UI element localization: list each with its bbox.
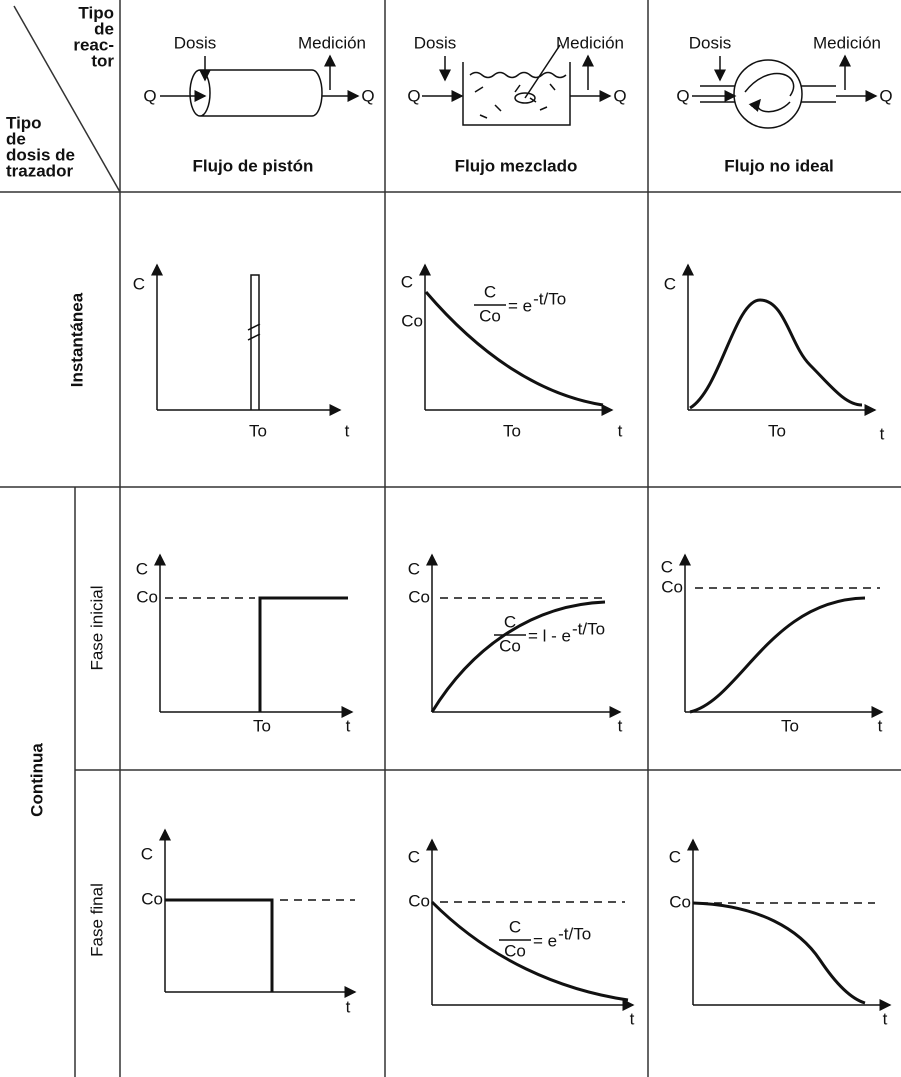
level-label: Co: [401, 311, 423, 330]
response-curve: [689, 298, 863, 410]
corner-tracer-label: dosis de: [6, 145, 75, 164]
formula-denominator: Co: [504, 941, 526, 960]
x-axis-label: t: [880, 424, 885, 443]
column-title: Flujo mezclado: [455, 156, 578, 175]
x-axis-label: t: [346, 997, 351, 1016]
y-axis-label: C: [133, 274, 145, 293]
column-title: Flujo no ideal: [724, 156, 834, 175]
y-axis-label: C: [661, 557, 673, 576]
x-axis-label: t: [630, 1009, 635, 1028]
phase-label: Fase inicial: [87, 585, 106, 670]
response-curve: [424, 291, 604, 407]
x-axis-label: t: [618, 421, 623, 440]
phase-label: Fase final: [87, 883, 106, 957]
y-axis-label: C: [141, 844, 153, 863]
corner-reactor-label: tor: [91, 51, 114, 70]
mixer: [524, 44, 561, 99]
response-curve: [247, 274, 261, 410]
time-label: To: [253, 716, 271, 735]
formula-numerator: C: [484, 282, 496, 301]
y-axis-label: C: [401, 272, 413, 291]
y-axis-label: C: [136, 559, 148, 578]
formula-rhs: = l - e: [528, 626, 571, 645]
response-curve: [258, 596, 348, 712]
plug-flow-cylinder: [189, 69, 323, 117]
x-axis-label: t: [618, 716, 623, 735]
formula-denominator: Co: [479, 306, 501, 325]
x-axis-label: t: [883, 1009, 888, 1028]
y-axis-label: C: [669, 847, 681, 866]
level-label: Co: [408, 587, 430, 606]
time-label: To: [781, 716, 799, 735]
nonideal-pipes: [700, 85, 836, 103]
corner-tracer-label: Tipo: [6, 113, 42, 132]
outflow-label: Q: [361, 86, 374, 105]
measurement-label: Medición: [298, 33, 366, 52]
outflow-label: Q: [879, 86, 892, 105]
dose-label: Dosis: [689, 33, 732, 52]
row-label: Instantánea: [67, 292, 86, 387]
column-title: Flujo de pistón: [193, 156, 314, 175]
level-label: Co: [669, 892, 691, 911]
level-label: Co: [661, 577, 683, 596]
measurement-label: Medición: [813, 33, 881, 52]
mixed-tank: [462, 62, 571, 126]
level-label: Co: [136, 587, 158, 606]
corner-reactor-label: reac-: [73, 35, 114, 54]
formula-numerator: C: [509, 917, 521, 936]
inflow-label: Q: [407, 86, 420, 105]
y-axis-label: C: [664, 274, 676, 293]
corner-tracer-label: de: [6, 129, 26, 148]
formula-exponent: -t/To: [533, 289, 566, 308]
formula-numerator: C: [504, 612, 516, 631]
response-curve: [689, 596, 866, 714]
corner-reactor-label: de: [94, 19, 114, 38]
corner-reactor-label: Tipo: [78, 3, 114, 22]
flow-path: [744, 72, 795, 113]
dose-label: Dosis: [414, 33, 457, 52]
level-label: Co: [141, 889, 163, 908]
time-label: To: [249, 421, 267, 440]
tank-contents: [469, 71, 567, 119]
x-axis-label: t: [878, 716, 883, 735]
response-curve: [165, 898, 274, 992]
x-axis-label: t: [345, 421, 350, 440]
time-label: To: [768, 421, 786, 440]
time-label: To: [503, 421, 521, 440]
formula-rhs: = e: [533, 931, 557, 950]
formula-exponent: -t/To: [572, 619, 605, 638]
measurement-label: Medición: [556, 33, 624, 52]
inflow-label: Q: [143, 86, 156, 105]
y-axis-label: C: [408, 847, 420, 866]
response-curve: [430, 900, 629, 1002]
formula-denominator: Co: [499, 636, 521, 655]
row-label: Continua: [27, 743, 46, 817]
mixer-blade: [514, 92, 536, 104]
level-label: Co: [408, 891, 430, 910]
x-axis-label: t: [346, 716, 351, 735]
formula-rhs: = e: [508, 296, 532, 315]
dose-label: Dosis: [174, 33, 217, 52]
y-axis-label: C: [408, 559, 420, 578]
formula-exponent: -t/To: [558, 924, 591, 943]
corner-tracer-label: trazador: [6, 161, 73, 180]
inflow-label: Q: [676, 86, 689, 105]
response-curve: [692, 901, 866, 1005]
outflow-label: Q: [613, 86, 626, 105]
